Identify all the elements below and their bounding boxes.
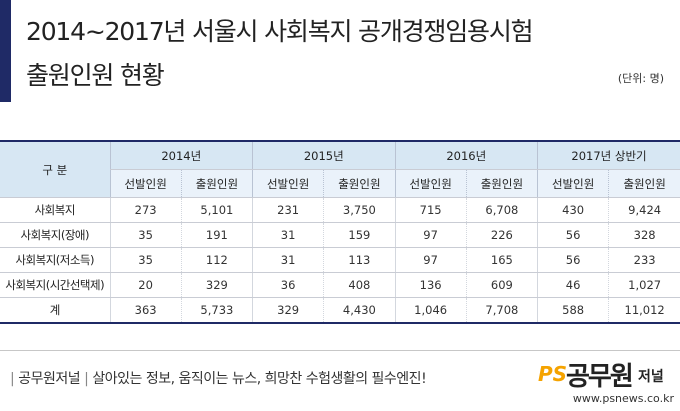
table-cell-value: 231 (251, 197, 324, 223)
category-header: 구 분 (0, 140, 110, 198)
table-cell-value: 35 (109, 247, 182, 273)
chart-title-line2: 출원인원 현황 (26, 61, 165, 90)
table-cell-value: 97 (394, 222, 467, 248)
table-cell-value: 31 (251, 247, 324, 273)
table-cell-value: 363 (109, 297, 182, 324)
table-cell-value: 1,046 (394, 297, 467, 324)
table-cell-value: 3,750 (323, 197, 395, 223)
table-cell-value: 9,424 (608, 197, 680, 223)
logo-url: www.psnews.co.kr (572, 392, 674, 405)
row-category-label: 사회복지(장애) (0, 222, 110, 248)
psnews-logo: PS 공무원 저널 www.psnews.co.kr (538, 352, 678, 405)
divider-bar: | (10, 371, 15, 387)
footer-divider (0, 350, 680, 351)
row-category-label: 계 (0, 297, 110, 324)
logo-name: 공무원 (566, 362, 634, 392)
recruitment-table: 구 분 2014년 2015년 2016년 2017년 상반기 선발인원 출원인… (0, 140, 680, 324)
table-cell-value: 5,733 (180, 297, 253, 324)
table-cell-value: 329 (180, 272, 253, 298)
table-cell-value: 328 (608, 222, 680, 248)
year-header: 2015년 (252, 140, 395, 170)
year-header: 2016년 (394, 140, 538, 170)
table-cell-value: 588 (536, 297, 609, 324)
data-table-container: 구 분 2014년 2015년 2016년 2017년 상반기 선발인원 출원인… (0, 140, 680, 324)
table-row: 계 363 5,733 329 4,430 1,046 7,708 588 11,012 (0, 297, 680, 324)
year-header: 2017년 상반기 (537, 140, 680, 170)
sub-header: 선발인원 (251, 169, 324, 198)
table-cell-value: 20 (109, 272, 182, 298)
sub-header: 선발인원 (536, 169, 609, 198)
table-cell-value: 159 (323, 222, 395, 248)
sub-header: 선발인원 (109, 169, 182, 198)
table-cell-value: 273 (109, 197, 182, 223)
header-row-subcolumns: 선발인원 출원인원 선발인원 출원인원 선발인원 출원인원 선발인원 출원인원 (0, 169, 680, 198)
table-cell-value: 113 (323, 247, 395, 273)
chart-title-line1: 2014~2017년 서울시 사회복지 공개경쟁임용시험 (26, 17, 534, 46)
logo-ps-mark: PS (538, 362, 568, 386)
footer-slogan: 살아있는 정보, 움직이는 뉴스, 희망찬 수험생활의 필수엔진! (92, 371, 427, 387)
header-row-years: 구 분 2014년 2015년 2016년 2017년 상반기 (0, 140, 680, 198)
sub-header: 출원인원 (180, 169, 253, 198)
logo-sub: 저널 (638, 369, 664, 385)
table-cell-value: 11,012 (608, 297, 680, 324)
sub-header: 출원인원 (323, 169, 395, 198)
table-row: 사회복지(장애) 35 191 31 159 97 226 56 328 (0, 222, 680, 248)
table-cell-value: 36 (251, 272, 324, 298)
table-cell-value: 165 (465, 247, 538, 273)
table-cell-value: 329 (251, 297, 324, 324)
table-cell-value: 6,708 (465, 197, 538, 223)
table-cell-value: 408 (323, 272, 395, 298)
table-cell-value: 1,027 (608, 272, 680, 298)
table-cell-value: 226 (465, 222, 538, 248)
table-row: 사회복지(시간선택제) 20 329 36 408 136 609 46 1,027 (0, 272, 680, 298)
row-category-label: 사회복지(저소득) (0, 247, 110, 273)
sub-header: 출원인원 (608, 169, 680, 198)
table-cell-value: 191 (180, 222, 253, 248)
footer-brand: 공무원저널 (18, 371, 81, 387)
table-cell-value: 97 (394, 247, 467, 273)
table-cell-value: 46 (536, 272, 609, 298)
divider-bar: | (84, 371, 89, 387)
table-cell-value: 5,101 (180, 197, 253, 223)
table-cell-value: 56 (536, 222, 609, 248)
table-row: 사회복지 273 5,101 231 3,750 715 6,708 430 9,424 (0, 197, 680, 223)
table-cell-value: 7,708 (465, 297, 538, 324)
sub-header: 출원인원 (465, 169, 538, 198)
table-cell-value: 4,430 (323, 297, 395, 324)
title-area: 2014~2017년 서울시 사회복지 공개경쟁임용시험 출원인원 현황 (단위… (0, 0, 680, 102)
table-cell-value: 31 (251, 222, 324, 248)
table-cell-value: 56 (536, 247, 609, 273)
table-cell-value: 136 (394, 272, 467, 298)
table-row: 사회복지(저소득) 35 112 31 113 97 165 56 233 (0, 247, 680, 273)
table-cell-value: 233 (608, 247, 680, 273)
year-header: 2014년 (109, 140, 253, 170)
title-accent-bar (0, 0, 11, 102)
row-category-label: 사회복지 (0, 197, 110, 223)
table-body: 사회복지 273 5,101 231 3,750 715 6,708 430 9,424 사회복지… (0, 197, 680, 324)
table-cell-value: 715 (394, 197, 467, 223)
unit-label: (단위: 명) (617, 72, 664, 85)
table-cell-value: 35 (109, 222, 182, 248)
table-cell-value: 609 (465, 272, 538, 298)
row-category-label: 사회복지(시간선택제) (0, 272, 110, 298)
table-cell-value: 430 (536, 197, 609, 223)
footer-tagline: | 공무원저널 | 살아있는 정보, 움직이는 뉴스, 희망찬 수험생활의 필수엔진! (6, 368, 427, 388)
table-cell-value: 112 (180, 247, 253, 273)
sub-header: 선발인원 (394, 169, 467, 198)
